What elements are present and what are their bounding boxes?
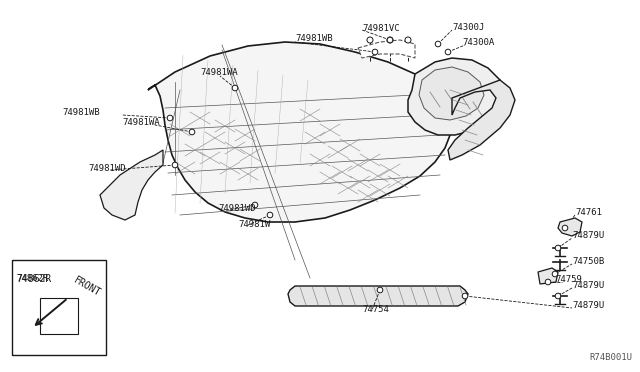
Polygon shape (419, 67, 484, 120)
Polygon shape (538, 268, 558, 284)
Text: 74879U: 74879U (572, 301, 604, 311)
Text: 74862R: 74862R (17, 275, 49, 283)
Text: 74300A: 74300A (462, 38, 494, 46)
Text: 74862R: 74862R (17, 275, 52, 285)
Circle shape (252, 202, 258, 208)
Circle shape (556, 293, 561, 299)
Text: 74981WB: 74981WB (62, 108, 100, 116)
Text: 74981WB: 74981WB (295, 33, 333, 42)
Polygon shape (288, 286, 468, 306)
Text: 74754: 74754 (362, 305, 389, 314)
Text: FRONT: FRONT (72, 275, 102, 298)
Text: 74761: 74761 (575, 208, 602, 217)
Text: 74981WD: 74981WD (88, 164, 125, 173)
Text: 74300J: 74300J (452, 22, 484, 32)
Circle shape (435, 41, 441, 47)
Text: 74879U: 74879U (572, 231, 604, 240)
Circle shape (268, 212, 273, 218)
Text: 74750B: 74750B (572, 257, 604, 266)
Circle shape (372, 49, 378, 55)
Polygon shape (100, 150, 163, 220)
Text: 74981WA: 74981WA (200, 67, 237, 77)
Circle shape (445, 49, 451, 55)
Circle shape (562, 225, 568, 231)
Text: 74981W: 74981W (238, 219, 270, 228)
Polygon shape (558, 218, 582, 236)
Circle shape (232, 85, 238, 91)
Circle shape (552, 271, 558, 277)
Text: 74981WA: 74981WA (122, 118, 159, 126)
Circle shape (189, 129, 195, 135)
Text: 74981WD: 74981WD (218, 203, 255, 212)
Circle shape (556, 245, 561, 251)
Text: 74981VC: 74981VC (362, 23, 399, 32)
Circle shape (462, 293, 468, 299)
Polygon shape (358, 40, 415, 58)
Circle shape (387, 37, 393, 43)
Circle shape (545, 279, 551, 285)
Polygon shape (148, 42, 455, 222)
Circle shape (405, 37, 411, 43)
Polygon shape (448, 80, 515, 160)
Circle shape (367, 37, 373, 43)
Polygon shape (408, 58, 505, 135)
Text: 74879U: 74879U (572, 280, 604, 289)
Text: 74759: 74759 (555, 276, 582, 285)
Circle shape (377, 287, 383, 293)
Circle shape (172, 162, 178, 168)
Circle shape (387, 37, 393, 43)
Circle shape (167, 115, 173, 121)
Bar (12, 260, 106, 355)
Bar (40, 298, 78, 334)
Text: R74B001U: R74B001U (589, 353, 632, 362)
